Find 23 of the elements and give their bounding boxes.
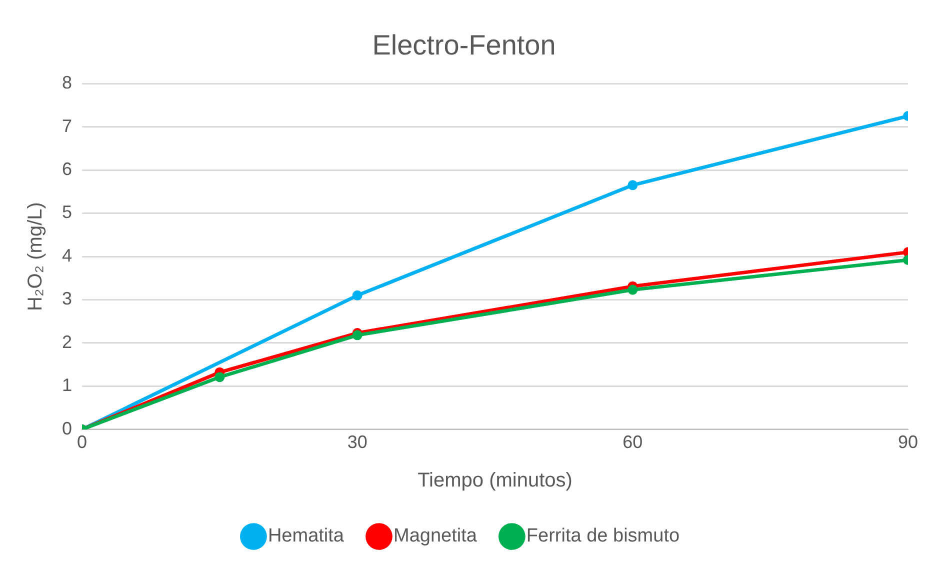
x-tick-label: 90	[898, 432, 918, 452]
legend-label: Hematita	[268, 526, 344, 547]
y-tick-label: 5	[62, 202, 72, 222]
point	[628, 284, 638, 295]
y-tick-label: 1	[62, 375, 72, 396]
point	[214, 372, 225, 382]
y-tick-label: 3	[62, 288, 72, 309]
legend-label: Ferrita de bismuto	[526, 526, 680, 547]
point	[352, 290, 362, 300]
x-tick-label: 0	[77, 432, 88, 452]
y-tick-label: 7	[62, 116, 72, 136]
y-tick-label: 6	[62, 159, 72, 180]
x-tick-label: 60	[622, 432, 643, 452]
x-axis-title: Tiempo (minutos)	[418, 470, 572, 492]
y-axis-title: H₂O₂ (mg/L)	[24, 202, 47, 311]
chart-title: Electro-Fenton	[372, 30, 556, 61]
y-tick-label: 0	[62, 418, 72, 438]
y-tick-label: 8	[62, 72, 72, 93]
y-tick-label: 2	[62, 332, 72, 352]
point	[628, 180, 638, 190]
y-tick-label: 4	[62, 245, 72, 266]
legend-label: Magnetita	[393, 526, 478, 547]
x-tick-label: 30	[347, 432, 368, 452]
